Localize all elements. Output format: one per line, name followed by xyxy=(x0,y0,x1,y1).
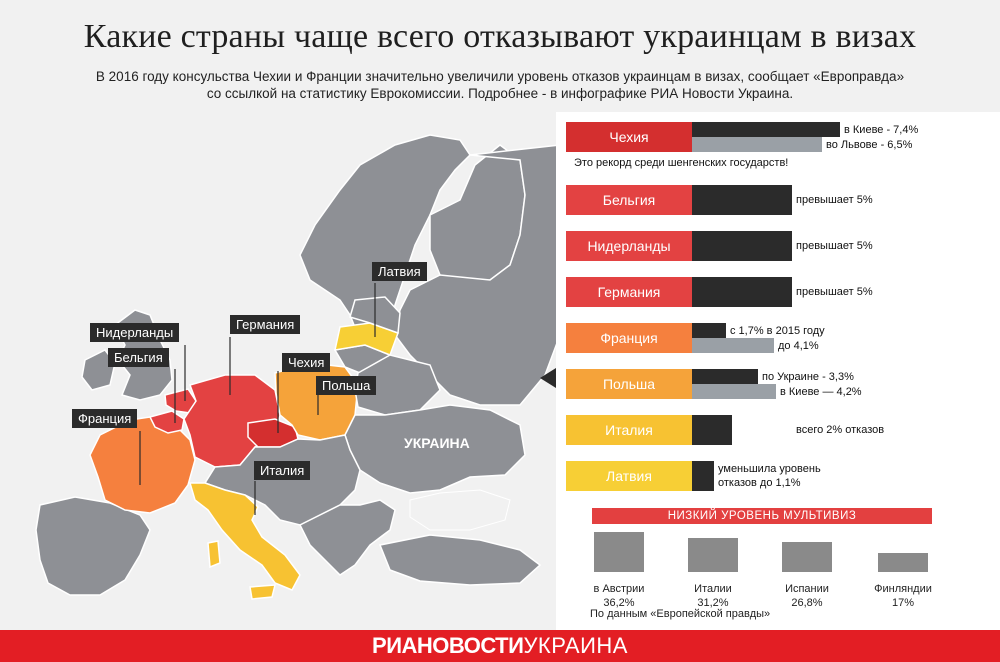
refusal-bar-italy-1 xyxy=(692,415,732,445)
map-label-latvia: Латвия xyxy=(372,262,427,281)
country-label-latvia: Латвия xyxy=(566,461,692,491)
multivisa-label-1: в Австрии 36,2% xyxy=(593,583,645,609)
multivisa-bar-1 xyxy=(594,532,644,572)
map-label-italy: Италия xyxy=(254,461,311,480)
refusal-value-poland-2: в Киеве — 4,2% xyxy=(780,386,862,398)
refusal-value-czech-2: во Львове - 6,5% xyxy=(826,139,913,151)
refusal-bar-latvia-1 xyxy=(692,461,714,491)
multivisa-chart: в Австрии 36,2% Италии 31,2% Испании 26,8% Фин… xyxy=(556,524,1000,609)
source-note: По данным «Европейской правды» xyxy=(590,608,771,620)
refusal-panel: Чехия в Киеве - 7,4% во Львове - 6,5% Бельг… xyxy=(556,112,1000,630)
country-label-czech: Чехия xyxy=(566,122,692,152)
multivisa-bar-4 xyxy=(878,553,928,572)
refusal-bar-belgium-1 xyxy=(692,185,792,215)
multivisa-label-3: Испании 26,8% xyxy=(785,583,829,609)
map-balkans xyxy=(298,499,396,576)
country-label-france: Франция xyxy=(566,323,692,353)
refusal-bar-france-2 xyxy=(692,338,774,353)
country-label-netherlands: Нидерланды xyxy=(566,231,692,261)
refusal-value-italy-1: всего 2% отказов xyxy=(796,424,885,436)
map-black-sea xyxy=(409,489,511,531)
refusal-bar-netherlands-1 xyxy=(692,231,792,261)
refusal-value-france-1: с 1,7% в 2015 году xyxy=(730,325,825,337)
refusal-value-france-2: до 4,1% xyxy=(778,340,819,352)
refusal-value-latvia-1: уменьшила уровень отказов до 1,1% xyxy=(718,463,821,489)
multivisa-bar-3 xyxy=(782,542,832,572)
country-label-italy: Италия xyxy=(566,415,692,445)
record-note: Это рекорд среди шенгенских государств! xyxy=(574,157,789,169)
ria-logo: РИАНОВОСТИУКРАИНА xyxy=(0,630,1000,662)
map-label-poland: Польша xyxy=(316,376,377,395)
map-label-netherlands: Нидерланды xyxy=(90,323,180,342)
refusal-bar-czech-2 xyxy=(692,137,822,152)
map-ireland xyxy=(81,349,116,391)
subtitle-line-2: со ссылкой на статистику Еврокомиссии. П… xyxy=(206,86,794,101)
map-label-ukraine: УКРАИНА xyxy=(404,435,470,451)
refusal-bar-czech-1 xyxy=(692,122,840,137)
map-sicily xyxy=(249,584,276,600)
multivisa-label-2: Италии 31,2% xyxy=(694,583,732,609)
refusal-value-germany-1: превышает 5% xyxy=(796,286,873,298)
map-sardinia xyxy=(207,540,221,569)
multivisa-title: НИЗКИЙ УРОВЕНЬ МУЛЬТИВИЗ xyxy=(592,508,932,524)
map-france xyxy=(89,416,196,514)
map-turkey xyxy=(378,534,542,586)
refusal-bar-france-1 xyxy=(692,323,726,338)
refusal-value-netherlands-1: превышает 5% xyxy=(796,240,873,252)
map-scandinavia xyxy=(299,134,471,346)
map-label-belgium: Бельгия xyxy=(108,348,169,367)
refusal-bar-poland-2 xyxy=(692,384,776,399)
country-label-belgium: Бельгия xyxy=(566,185,692,215)
multivisa-label-4: Финляндии 17% xyxy=(874,583,932,609)
logo-bold: РИАНОВОСТИ xyxy=(372,633,524,658)
footer: РИАНОВОСТИУКРАИНА xyxy=(0,630,1000,662)
subtitle: В 2016 году консульства Чехии и Франции … xyxy=(40,68,960,102)
country-label-poland: Польша xyxy=(566,369,692,399)
map-italy xyxy=(188,482,301,591)
multivisa-bar-2 xyxy=(688,537,738,572)
subtitle-line-1: В 2016 году консульства Чехии и Франции … xyxy=(95,69,905,84)
refusal-value-czech-1: в Киеве - 7,4% xyxy=(844,124,919,136)
refusal-value-belgium-1: превышает 5% xyxy=(796,194,873,206)
refusal-value-poland-1: по Украине - 3,3% xyxy=(762,371,854,383)
map-label-czech: Чехия xyxy=(282,353,331,372)
refusal-bar-germany-1 xyxy=(692,277,792,307)
europe-map xyxy=(35,134,561,600)
refusal-bar-poland-1 xyxy=(692,369,758,384)
map-label-france: Франция xyxy=(72,409,138,428)
logo-light: УКРАИНА xyxy=(523,633,628,658)
country-label-germany: Германия xyxy=(566,277,692,307)
panel-pointer xyxy=(540,368,556,388)
page-title: Какие страны чаще всего отказывают украи… xyxy=(83,18,917,55)
map-label-germany: Германия xyxy=(230,315,301,334)
